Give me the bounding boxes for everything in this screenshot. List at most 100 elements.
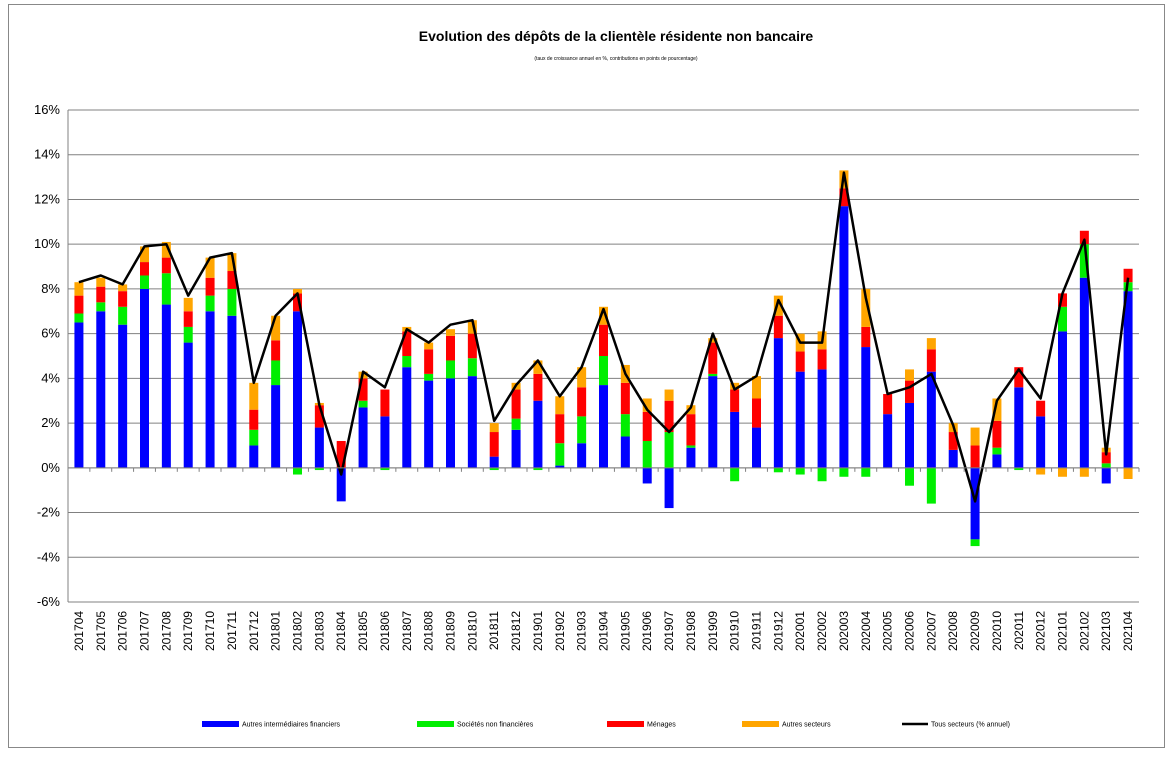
axis-layer: -6% -4% -2% 0% 2% 4% 6% 8% 10% 12% 14% 16% 201704 201… bbox=[34, 102, 1140, 651]
bar-segment bbox=[533, 467, 543, 471]
bar-segment bbox=[205, 257, 215, 278]
bar-segment bbox=[74, 282, 84, 296]
bar-segment bbox=[380, 389, 390, 417]
bar-segment bbox=[402, 367, 412, 468]
bar-segment bbox=[664, 389, 674, 401]
chart-title: Evolution des dépôts de la clientèle rés… bbox=[419, 28, 814, 44]
bar-segment bbox=[883, 394, 893, 415]
bar-segment bbox=[467, 320, 477, 334]
bar-segment bbox=[948, 432, 958, 450]
bar-segment bbox=[533, 360, 543, 374]
bar-segment bbox=[1079, 277, 1089, 468]
bar-segment bbox=[861, 347, 871, 468]
bar-segment bbox=[271, 385, 281, 468]
x-tick-label: 201710 bbox=[203, 611, 217, 651]
x-tick-label: 202103 bbox=[1099, 611, 1113, 651]
bar-segment bbox=[861, 467, 871, 477]
bar-segment bbox=[161, 304, 171, 468]
x-tick-label: 202004 bbox=[859, 611, 873, 651]
bar-segment bbox=[293, 467, 302, 475]
total-line bbox=[78, 171, 1130, 503]
bar-segment bbox=[336, 440, 346, 468]
bar-segment bbox=[140, 275, 149, 289]
bar-segment bbox=[227, 253, 237, 272]
bar-segment bbox=[642, 467, 652, 484]
bar-segment bbox=[1058, 306, 1067, 332]
bar-segment bbox=[599, 356, 608, 386]
bar-segment bbox=[1123, 291, 1133, 468]
bar-segment bbox=[730, 467, 740, 482]
bar-segment bbox=[205, 295, 215, 312]
bar-segment bbox=[555, 465, 565, 468]
bar-segment bbox=[118, 291, 128, 307]
legend-label: Autres secteurs bbox=[782, 722, 831, 729]
x-tick-label: 202007 bbox=[924, 611, 938, 651]
bar-segment bbox=[1058, 293, 1067, 307]
bar-segment bbox=[446, 335, 455, 361]
bar-segment bbox=[773, 295, 783, 316]
bar-segment bbox=[1014, 467, 1024, 471]
bar-segment bbox=[380, 467, 390, 471]
bar-segment bbox=[1036, 467, 1046, 475]
legend-label: Autres intermédiaires financiers bbox=[242, 722, 341, 729]
x-tick-label: 201808 bbox=[422, 611, 436, 651]
bar-segment bbox=[446, 378, 455, 468]
bar-segment bbox=[489, 423, 499, 433]
bar-segment bbox=[708, 338, 718, 343]
bar-segment bbox=[686, 447, 696, 468]
bar-segment bbox=[992, 454, 1002, 468]
bar-segment bbox=[227, 315, 237, 468]
legend-swatch bbox=[742, 721, 779, 727]
x-tick-label: 201712 bbox=[247, 611, 261, 651]
x-tick-label: 202009 bbox=[968, 611, 982, 651]
bar-segment bbox=[926, 371, 936, 468]
bar-segment bbox=[992, 447, 1002, 455]
x-tick-label: 201908 bbox=[684, 611, 698, 651]
bar-segment bbox=[271, 360, 281, 386]
x-tick-label: 201806 bbox=[378, 611, 392, 651]
bar-segment bbox=[96, 286, 106, 303]
bar-segment bbox=[533, 400, 543, 468]
bar-segment bbox=[205, 311, 215, 468]
bar-segment bbox=[446, 360, 455, 379]
bar-segment bbox=[905, 369, 914, 381]
x-tick-label: 201809 bbox=[444, 611, 458, 651]
x-tick-label: 201805 bbox=[356, 611, 370, 651]
x-tick-label: 201804 bbox=[334, 611, 348, 651]
bar-segment bbox=[96, 302, 106, 312]
y-tick-label: 6% bbox=[41, 326, 60, 341]
y-tick-label: 0% bbox=[41, 460, 60, 475]
bar-segment bbox=[96, 277, 106, 287]
bar-segment bbox=[358, 378, 368, 401]
bar-segment bbox=[1058, 467, 1067, 477]
bar-segment bbox=[424, 373, 434, 381]
bar-segment bbox=[293, 293, 302, 312]
legend-label: Ménages bbox=[647, 722, 676, 729]
bar-segment bbox=[577, 387, 587, 417]
x-tick-label: 201902 bbox=[553, 611, 567, 651]
x-tick-label: 202003 bbox=[837, 611, 851, 651]
bar-segment bbox=[599, 306, 608, 325]
bar-segment bbox=[730, 389, 740, 412]
bar-segment bbox=[467, 333, 477, 359]
bar-segment bbox=[795, 351, 805, 372]
bar-segment bbox=[970, 539, 980, 547]
bar-segment bbox=[511, 418, 521, 430]
bar-segment bbox=[752, 427, 761, 468]
bar-segment bbox=[992, 420, 1002, 448]
x-tick-label: 201807 bbox=[400, 611, 414, 651]
x-tick-label: 201903 bbox=[575, 611, 589, 651]
bar-segment bbox=[577, 367, 587, 388]
x-tick-label: 202008 bbox=[946, 611, 960, 651]
bar-segment bbox=[161, 273, 171, 305]
bar-segment bbox=[1036, 416, 1046, 468]
bar-segment bbox=[970, 445, 980, 468]
bar-segment bbox=[555, 396, 565, 415]
x-tick-label: 202005 bbox=[881, 611, 895, 651]
bar-segment bbox=[358, 407, 368, 468]
bar-segment bbox=[795, 467, 805, 475]
bar-segment bbox=[533, 373, 543, 401]
bar-segment bbox=[795, 371, 805, 468]
bar-segment bbox=[664, 432, 674, 468]
bar-segment bbox=[446, 329, 455, 336]
